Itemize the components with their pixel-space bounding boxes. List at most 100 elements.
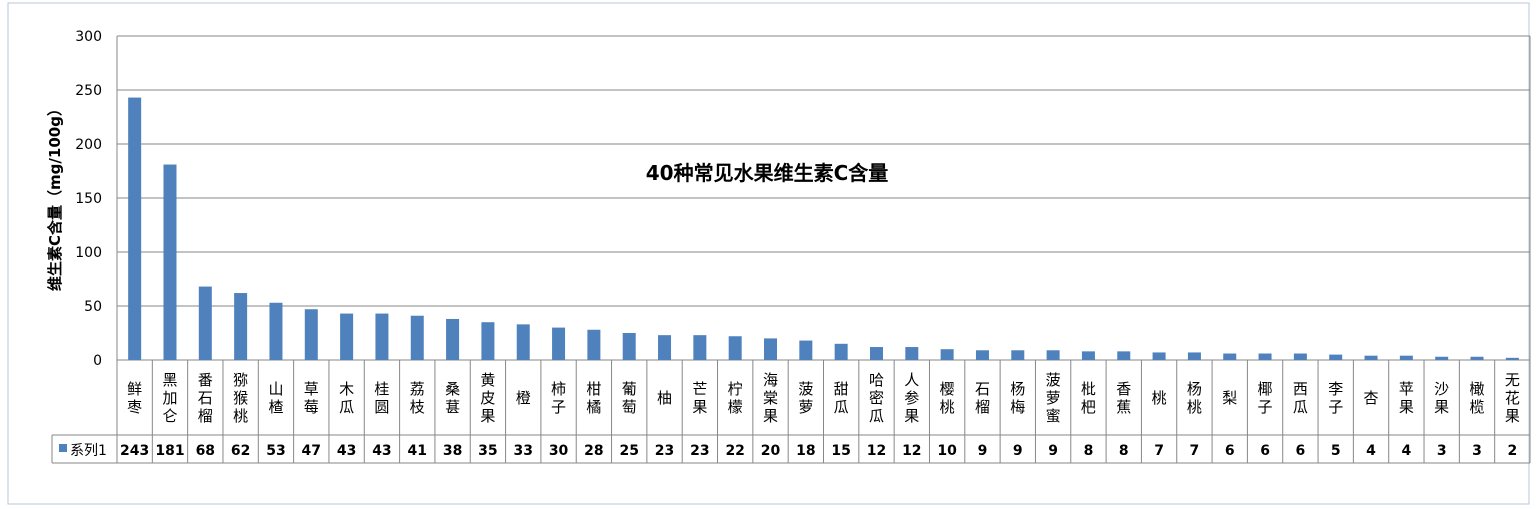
- x-tick-label: 西瓜: [1293, 380, 1308, 416]
- x-tick-label: 猕猴桃: [233, 371, 248, 425]
- data-label: 53: [266, 443, 285, 459]
- x-tick-label: 橄榄: [1470, 380, 1485, 416]
- y-tick-label: 50: [84, 299, 102, 315]
- data-label: 181: [155, 443, 184, 459]
- x-tick-label: 香蕉: [1116, 380, 1131, 416]
- legend-label: 系列1: [70, 443, 107, 459]
- data-label: 33: [513, 443, 532, 459]
- y-axis-label: 维生素C含量（mg/100g）: [46, 101, 64, 291]
- data-label: 3: [1437, 443, 1447, 459]
- bar: [304, 309, 318, 360]
- data-label: 5: [1331, 443, 1341, 459]
- bar: [340, 313, 354, 360]
- bar: [1187, 352, 1201, 360]
- x-tick-label: 哈密瓜: [869, 371, 884, 425]
- x-tick-label: 樱桃: [940, 380, 955, 416]
- data-label: 6: [1296, 443, 1306, 459]
- x-tick-label: 桑葚: [445, 380, 460, 416]
- x-tick-label: 荔枝: [410, 380, 425, 416]
- data-label: 10: [937, 443, 957, 459]
- x-tick-label: 菠萝: [798, 380, 813, 416]
- y-tick-label: 300: [75, 29, 102, 45]
- data-label: 15: [831, 443, 850, 459]
- x-tick-label: 海棠果: [763, 371, 778, 425]
- bar: [728, 336, 742, 360]
- data-label: 6: [1260, 443, 1270, 459]
- bar: [834, 343, 848, 360]
- data-label: 38: [443, 443, 462, 459]
- data-label: 2: [1507, 443, 1517, 459]
- x-tick-label: 柑橘: [586, 380, 601, 416]
- bar: [1152, 352, 1166, 360]
- x-tick-label: 草莓: [304, 380, 319, 416]
- bar: [764, 338, 778, 360]
- data-label: 23: [690, 443, 709, 459]
- data-label: 35: [478, 443, 497, 459]
- x-tick-label: 李子: [1328, 380, 1343, 416]
- data-label: 20: [761, 443, 781, 459]
- bar: [799, 340, 813, 360]
- x-tick-label: 甜瓜: [834, 380, 849, 416]
- bar: [693, 335, 707, 360]
- bar: [587, 329, 601, 360]
- data-label: 22: [725, 443, 744, 459]
- bar: [869, 347, 883, 360]
- bar: [198, 286, 212, 360]
- data-label: 41: [408, 443, 427, 459]
- y-tick-label: 200: [75, 137, 102, 153]
- bar: [269, 302, 283, 360]
- bar: [940, 349, 954, 360]
- x-tick-label: 山楂: [268, 380, 283, 416]
- data-label: 3: [1472, 443, 1482, 459]
- data-label: 68: [196, 443, 215, 459]
- x-tick-label: 杏: [1364, 389, 1379, 407]
- bar: [446, 318, 460, 360]
- bar: [516, 324, 530, 360]
- gridlines: [117, 35, 1530, 361]
- x-tick-label: 木瓜: [339, 380, 354, 416]
- bar: [1364, 355, 1378, 360]
- bar: [622, 333, 636, 360]
- bar: [552, 327, 566, 360]
- bar: [375, 313, 389, 360]
- y-tick-label: 250: [75, 83, 102, 99]
- y-tick-label: 0: [93, 353, 102, 369]
- data-label: 47: [302, 443, 321, 459]
- x-tick-label: 芒果: [692, 380, 707, 416]
- x-tick-label: 番石榴: [198, 371, 213, 425]
- bar: [163, 164, 177, 360]
- x-tick-label: 无花果: [1505, 371, 1520, 425]
- bar: [1470, 356, 1484, 360]
- bar: [1435, 356, 1449, 360]
- bar: [905, 347, 919, 360]
- chart-title: 40种常见水果维生素C含量: [646, 161, 889, 185]
- data-label: 12: [867, 443, 886, 459]
- x-tick-label: 菠萝蜜: [1046, 371, 1061, 425]
- x-tick-label: 杨桃: [1187, 380, 1202, 416]
- x-tick-label: 黑加仑: [162, 371, 177, 425]
- x-tick-label: 梨: [1222, 389, 1237, 407]
- x-tick-label: 人参果: [904, 371, 919, 425]
- x-tick-label: 柿子: [551, 380, 566, 416]
- x-tick-label: 桂圆: [374, 380, 389, 416]
- data-label: 4: [1401, 443, 1411, 459]
- x-tick-label: 枇杷: [1081, 380, 1096, 416]
- bar: [658, 335, 672, 360]
- x-tick-label: 柚: [657, 389, 672, 407]
- data-label: 7: [1154, 443, 1164, 459]
- data-label: 23: [655, 443, 674, 459]
- legend-swatch: [59, 444, 67, 452]
- bar: [1081, 351, 1095, 360]
- data-label: 9: [978, 443, 988, 459]
- x-tick-label: 橙: [516, 389, 531, 407]
- bar: [1046, 350, 1060, 360]
- y-tick-label: 150: [75, 191, 102, 207]
- bar: [128, 97, 142, 360]
- x-tick-label: 黄皮果: [480, 371, 495, 425]
- bar: [410, 315, 424, 360]
- data-label: 8: [1119, 443, 1129, 459]
- data-label: 25: [619, 443, 638, 459]
- bar: [1293, 353, 1307, 360]
